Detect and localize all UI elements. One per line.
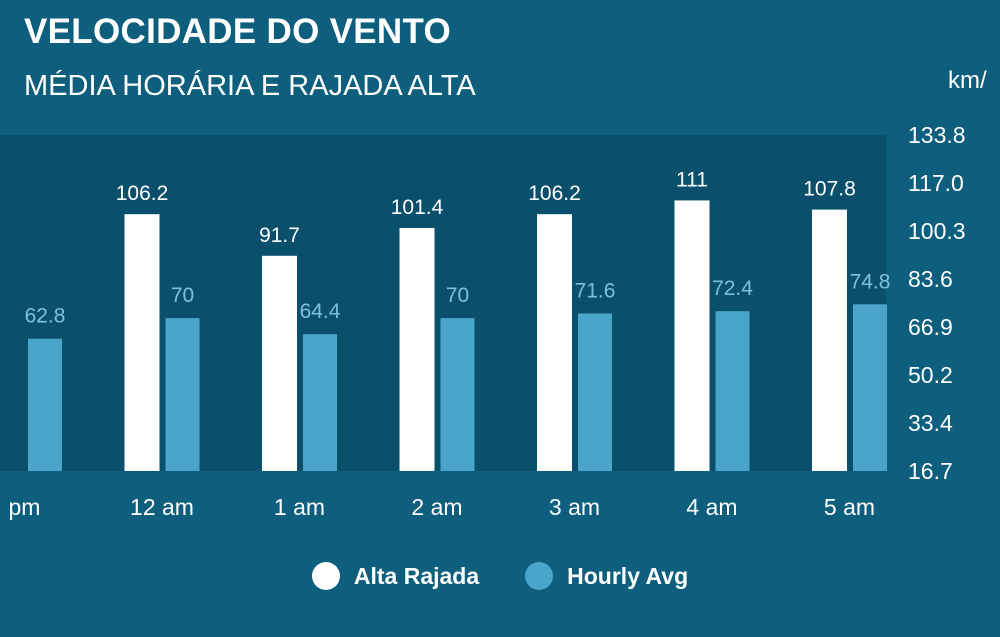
wind-speed-chart: km/133.8 117.0 100.3 83.6 66.9 50.2 33.4 16.7 62… xyxy=(0,67,987,520)
legend-label-average: Hourly Avg xyxy=(567,562,689,589)
chart-title: VELOCIDADE DO VENTO xyxy=(24,12,452,51)
x-tick-label: pm xyxy=(9,494,41,520)
y-tick-label: 50.2 xyxy=(908,362,953,388)
y-tick-label: 100.3 xyxy=(908,218,966,244)
y-axis-unit-label: km/ xyxy=(948,67,987,94)
x-tick-label: 5 am xyxy=(824,494,875,520)
y-tick-label: 66.9 xyxy=(908,314,953,340)
bar-label-average: 72.4 xyxy=(712,277,753,300)
bar-average xyxy=(165,318,200,471)
bar-label-average: 64.4 xyxy=(300,300,341,323)
bar-average xyxy=(578,313,612,471)
y-tick-label: 33.4 xyxy=(908,410,953,436)
bar-average xyxy=(28,338,62,471)
bar-label-average: 71.6 xyxy=(575,279,616,302)
x-tick-label: 2 am xyxy=(411,494,462,520)
bar-gust xyxy=(812,209,847,471)
legend-swatch-gust xyxy=(311,562,340,590)
bar-gust xyxy=(399,227,435,471)
bar-label-gust: 106.2 xyxy=(116,182,169,205)
bar-label-gust: 106.2 xyxy=(528,182,581,205)
bar-label-average: 70 xyxy=(446,284,469,307)
legend-item-average[interactable]: Hourly Avg xyxy=(525,562,688,590)
bar-average xyxy=(440,318,475,471)
bar-label-gust: 101.4 xyxy=(391,196,444,219)
bar-label-average: 70 xyxy=(171,284,194,307)
bar-label-gust: 107.8 xyxy=(803,178,856,201)
legend-swatch-average xyxy=(525,562,554,590)
x-tick-label: 1 am xyxy=(274,494,325,520)
bar-label-average: 74.8 xyxy=(850,270,891,293)
bar-average xyxy=(715,311,750,471)
chart-subtitle: MÉDIA HORÁRIA E RAJADA ALTA xyxy=(24,70,476,102)
bar-average xyxy=(853,304,887,471)
bar-gust xyxy=(674,200,710,471)
y-tick-label: 117.0 xyxy=(908,170,964,196)
y-tick-label: 83.6 xyxy=(908,266,953,292)
bar-gust xyxy=(124,214,160,471)
x-tick-label: 4 am xyxy=(686,494,737,520)
chart-legend: Alta Rajada Hourly Avg xyxy=(0,562,1000,590)
x-tick-label: 12 am xyxy=(130,494,194,520)
y-tick-label: 133.8 xyxy=(908,122,966,148)
bar-label-gust: 91.7 xyxy=(259,224,300,247)
bar-gust xyxy=(262,255,297,471)
legend-item-gust[interactable]: Alta Rajada xyxy=(311,562,480,590)
bar-average xyxy=(303,334,337,471)
x-tick-label: 3 am xyxy=(549,494,600,520)
bar-label-gust: 111 xyxy=(676,168,708,191)
y-tick-label: 16.7 xyxy=(908,458,953,484)
legend-label-gust: Alta Rajada xyxy=(353,562,480,589)
bar-label-average: 62.8 xyxy=(25,305,66,328)
bar-gust xyxy=(537,214,572,471)
